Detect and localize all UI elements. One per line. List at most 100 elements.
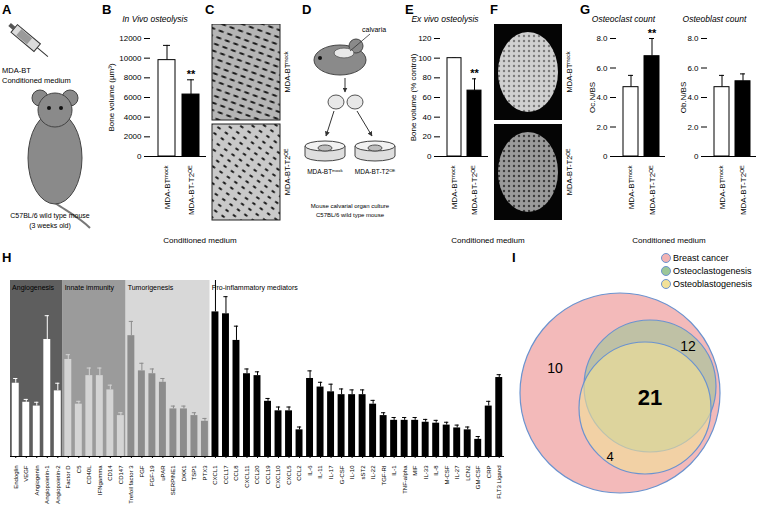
svg-text:MDA-BTᵐᵒᶜᵏ: MDA-BTᵐᵒᶜᵏ: [450, 165, 459, 209]
svg-text:FGF: FGF: [139, 465, 145, 477]
svg-text:120: 120: [418, 34, 432, 43]
svg-text:TSP1: TSP1: [191, 465, 197, 481]
svg-text:Bone volume (% control): Bone volume (% control): [409, 53, 418, 141]
svg-text:**: **: [187, 68, 196, 80]
svg-text:SERPINE1: SERPINE1: [170, 465, 176, 495]
svg-text:20: 20: [423, 132, 432, 141]
svg-text:MDA-BTᵐᵒᶜᵏ: MDA-BTᵐᵒᶜᵏ: [163, 165, 172, 209]
svg-text:IL-11: IL-11: [317, 465, 323, 479]
svg-text:CXCL11: CXCL11: [244, 465, 250, 488]
svg-text:sST2: sST2: [360, 465, 366, 480]
svg-text:CCL8: CCL8: [233, 465, 239, 481]
svg-text:4000: 4000: [124, 113, 142, 122]
svg-text:Tumorigenesis: Tumorigenesis: [128, 284, 174, 292]
svg-text:MDA-BT-T2ᴼᴱ: MDA-BT-T2ᴼᴱ: [283, 149, 292, 196]
svg-text:MDA-BTᵐᵒᶜᵏ: MDA-BTᵐᵒᶜᵏ: [565, 51, 574, 93]
svg-text:IFNgamma: IFNgamma: [97, 465, 103, 495]
svg-text:MDA-BT-T2ᴼᴱ: MDA-BT-T2ᴼᴱ: [187, 165, 196, 215]
svg-text:MIF: MIF: [412, 465, 418, 476]
svg-text:MDA-BTᵐᵒᶜᵏ: MDA-BTᵐᵒᶜᵏ: [307, 168, 343, 175]
svg-text:4: 4: [606, 449, 613, 464]
svg-text:Ob.N/BS: Ob.N/BS: [679, 82, 688, 114]
svg-text:CXCL5: CXCL5: [286, 465, 292, 485]
svg-text:MDA-BT-T2ᴼᴱ: MDA-BT-T2ᴼᴱ: [648, 165, 657, 215]
svg-text:60: 60: [423, 93, 432, 102]
svg-text:10: 10: [547, 360, 563, 376]
svg-text:IL-1: IL-1: [391, 465, 397, 476]
svg-text:Innate immunity: Innate immunity: [65, 284, 115, 292]
svg-text:0: 0: [137, 152, 142, 161]
svg-text:21: 21: [638, 385, 662, 410]
svg-text:8.0: 8.0: [687, 34, 699, 43]
svg-text:G-CSF: G-CSF: [339, 465, 345, 484]
svg-text:Factor D: Factor D: [65, 465, 71, 489]
svg-text:(3 weeks old): (3 weeks old): [29, 222, 71, 230]
svg-text:uPAR: uPAR: [160, 465, 166, 481]
svg-text:2000: 2000: [124, 132, 142, 141]
svg-text:**: **: [470, 67, 479, 79]
svg-text:2.0: 2.0: [596, 123, 608, 132]
svg-text:C5: C5: [76, 465, 82, 473]
svg-text:Angiopoietin-2: Angiopoietin-2: [55, 465, 61, 504]
svg-text:FGF-19: FGF-19: [149, 465, 155, 486]
svg-text:Bone volume (µm³): Bone volume (µm³): [107, 63, 116, 132]
svg-text:IL-22: IL-22: [370, 465, 376, 479]
svg-text:10000: 10000: [119, 54, 142, 63]
svg-text:M-CSF: M-CSF: [444, 465, 450, 484]
svg-text:PTX3: PTX3: [202, 465, 208, 481]
svg-text:Pro-inflammatory mediators: Pro-inflammatory mediators: [212, 284, 298, 292]
svg-text:8000: 8000: [124, 73, 142, 82]
svg-text:4.0: 4.0: [687, 93, 699, 102]
svg-text:MDA-BT-T2ᴼᴱ: MDA-BT-T2ᴼᴱ: [739, 165, 748, 215]
svg-text:0: 0: [694, 152, 699, 161]
svg-text:CD40L: CD40L: [86, 465, 92, 484]
svg-text:Osteoclastogenesis: Osteoclastogenesis: [673, 266, 752, 276]
svg-text:80: 80: [423, 73, 432, 82]
svg-text:2.0: 2.0: [687, 123, 699, 132]
svg-text:CCL17: CCL17: [223, 465, 229, 484]
svg-text:Osteoblastogenesis: Osteoblastogenesis: [673, 279, 753, 289]
svg-text:TGF-RI: TGF-RI: [381, 465, 387, 485]
svg-text:CD14: CD14: [107, 465, 113, 481]
svg-text:IL-27: IL-27: [454, 465, 460, 479]
svg-text:MDA-BT-T2ᴼᴱ: MDA-BT-T2ᴼᴱ: [355, 168, 396, 175]
svg-text:MDA-BT-T2ᴼᴱ: MDA-BT-T2ᴼᴱ: [470, 165, 479, 215]
svg-text:IL-10: IL-10: [349, 465, 355, 479]
svg-text:MDA-BT-T2ᴼᴱ: MDA-BT-T2ᴼᴱ: [565, 149, 574, 196]
svg-text:12000: 12000: [119, 34, 142, 43]
svg-text:VEGF: VEGF: [23, 465, 29, 482]
svg-text:C57BL/6 wild type mouse: C57BL/6 wild type mouse: [10, 212, 89, 220]
svg-text:4.0: 4.0: [596, 93, 608, 102]
svg-text:CCL19: CCL19: [265, 465, 271, 484]
svg-text:MDA-BTᵐᵒᶜᵏ: MDA-BTᵐᵒᶜᵏ: [627, 165, 636, 209]
svg-text:CCL20: CCL20: [254, 465, 260, 484]
svg-text:IL-8: IL-8: [433, 465, 439, 476]
svg-text:IL-6: IL-6: [307, 465, 313, 476]
svg-text:Endoglin: Endoglin: [13, 466, 19, 489]
svg-text:GM-CSF: GM-CSF: [475, 465, 481, 489]
svg-text:40: 40: [423, 113, 432, 122]
svg-text:IL-17: IL-17: [328, 465, 334, 479]
svg-text:TNF-alpha: TNF-alpha: [402, 465, 408, 494]
svg-text:C57BL/6 wild type mouse: C57BL/6 wild type mouse: [316, 212, 385, 218]
svg-text:LCN2: LCN2: [465, 465, 471, 481]
svg-text:Mouse calvarial organ culture: Mouse calvarial organ culture: [311, 203, 390, 209]
svg-text:IL-33: IL-33: [423, 465, 429, 479]
svg-text:CXCL1: CXCL1: [212, 465, 218, 485]
svg-text:MDA-BTᵐᵒᶜᵏ: MDA-BTᵐᵒᶜᵏ: [283, 51, 292, 93]
svg-text:MDA-BT: MDA-BT: [2, 66, 31, 75]
svg-text:6.0: 6.0: [687, 64, 699, 73]
svg-text:100: 100: [418, 54, 432, 63]
svg-text:**: **: [648, 27, 657, 39]
svg-text:12: 12: [680, 338, 696, 354]
svg-text:calvaria: calvaria: [362, 26, 386, 33]
svg-text:CXCL10: CXCL10: [275, 465, 281, 488]
svg-text:MDA-BTᵐᵒᶜᵏ: MDA-BTᵐᵒᶜᵏ: [718, 165, 727, 209]
svg-text:8.0: 8.0: [596, 34, 608, 43]
svg-text:Breast cancer: Breast cancer: [673, 253, 729, 263]
svg-text:6.0: 6.0: [596, 64, 608, 73]
svg-text:6000: 6000: [124, 93, 142, 102]
svg-text:Conditioned medium: Conditioned medium: [2, 76, 71, 85]
svg-text:DKK1: DKK1: [181, 465, 187, 481]
svg-text:Angiogenesis: Angiogenesis: [12, 284, 55, 292]
